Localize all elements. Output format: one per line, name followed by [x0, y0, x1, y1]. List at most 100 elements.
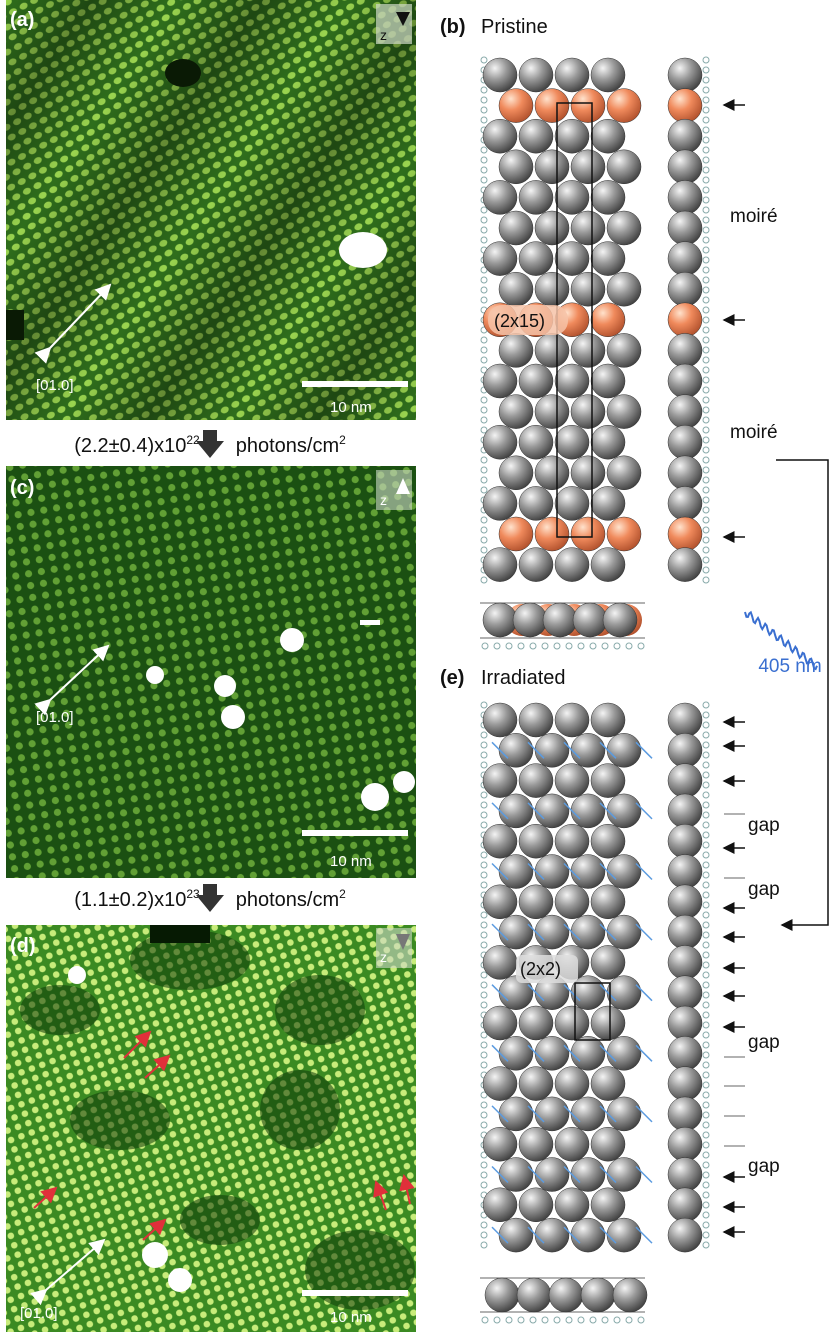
adsorbate — [142, 1242, 168, 1268]
substrate-atom — [703, 147, 709, 153]
substrate-atom — [481, 922, 487, 928]
dose-arrow — [196, 884, 224, 912]
annotation: gap — [748, 815, 780, 836]
substrate-atom — [481, 1002, 487, 1008]
atom — [535, 794, 569, 828]
atom — [591, 180, 625, 214]
substrate-atom — [703, 1022, 709, 1028]
substrate-atom — [481, 982, 487, 988]
substrate-atom — [481, 337, 487, 343]
atom — [483, 364, 517, 398]
atom — [668, 364, 702, 398]
adsorbate — [360, 620, 380, 625]
atom — [668, 703, 702, 737]
atom — [555, 1188, 589, 1222]
atom — [535, 1036, 569, 1070]
z-label: z — [380, 949, 387, 965]
substrate-atom — [703, 932, 709, 938]
atom — [607, 915, 641, 949]
atom — [499, 1218, 533, 1252]
atom — [499, 150, 533, 184]
atom — [535, 1158, 569, 1192]
substrate-atom — [703, 117, 709, 123]
atom — [668, 333, 702, 367]
atom — [668, 1158, 702, 1192]
substrate-atom — [590, 1317, 596, 1323]
atom — [483, 58, 517, 92]
substrate-atom — [542, 1317, 548, 1323]
substrate-atom — [703, 187, 709, 193]
substrate-atom — [481, 822, 487, 828]
atom — [607, 976, 641, 1010]
atom — [535, 395, 569, 429]
scale-label: 10 nm — [330, 853, 372, 870]
annotation: gap — [748, 1032, 780, 1053]
atom — [591, 242, 625, 276]
substrate-atom — [703, 347, 709, 353]
substrate-atom — [703, 1152, 709, 1158]
substrate-atom — [481, 357, 487, 363]
substrate-atom — [703, 962, 709, 968]
atom — [499, 794, 533, 828]
atom — [571, 855, 605, 889]
scale-bar — [302, 830, 408, 836]
substrate-atom — [703, 437, 709, 443]
substrate-atom — [703, 1222, 709, 1228]
atom — [519, 703, 553, 737]
substrate-atom — [703, 307, 709, 313]
substrate-atom — [703, 872, 709, 878]
substrate-atom — [703, 1092, 709, 1098]
stm-panel-d: (d) z [01.0] 10 nm — [6, 925, 416, 1332]
atom — [591, 1188, 625, 1222]
atom — [607, 1158, 641, 1192]
substrate-atom — [703, 377, 709, 383]
substrate-atom — [703, 227, 709, 233]
substrate-atom — [481, 347, 487, 353]
panel-label: (a) — [10, 9, 34, 31]
atom — [668, 794, 702, 828]
substrate-atom — [626, 643, 632, 649]
atom — [555, 180, 589, 214]
substrate-atom — [703, 1162, 709, 1168]
atom — [591, 1067, 625, 1101]
atom — [571, 150, 605, 184]
atom — [591, 486, 625, 520]
substrate-atom — [638, 1317, 644, 1323]
atom — [607, 733, 641, 767]
atom — [591, 364, 625, 398]
atom — [535, 1097, 569, 1131]
atom — [519, 364, 553, 398]
substrate-atom — [481, 287, 487, 293]
substrate-atom — [703, 547, 709, 553]
substrate-atom — [481, 1122, 487, 1128]
substrate-atom — [703, 702, 709, 708]
atom — [603, 603, 637, 637]
atom — [591, 945, 625, 979]
atom — [483, 603, 517, 637]
substrate-atom — [481, 207, 487, 213]
substrate-atom — [703, 912, 709, 918]
substrate-atom — [481, 872, 487, 878]
atom — [499, 333, 533, 367]
atom — [519, 1127, 553, 1161]
atom — [607, 1218, 641, 1252]
atom — [535, 150, 569, 184]
atom — [571, 333, 605, 367]
substrate-atom — [703, 497, 709, 503]
substrate-atom — [481, 517, 487, 523]
defect — [165, 59, 201, 87]
panel-label: (e) — [440, 667, 464, 689]
substrate-atom — [703, 1032, 709, 1038]
substrate-atom — [703, 842, 709, 848]
atom — [483, 180, 517, 214]
substrate-atom — [481, 107, 487, 113]
atom — [668, 945, 702, 979]
panel-label: (d) — [10, 935, 36, 957]
atom — [519, 180, 553, 214]
atom — [517, 1278, 551, 1312]
atom — [519, 486, 553, 520]
atom — [668, 915, 702, 949]
substrate-atom — [703, 1112, 709, 1118]
atom — [668, 303, 702, 337]
atom — [607, 794, 641, 828]
